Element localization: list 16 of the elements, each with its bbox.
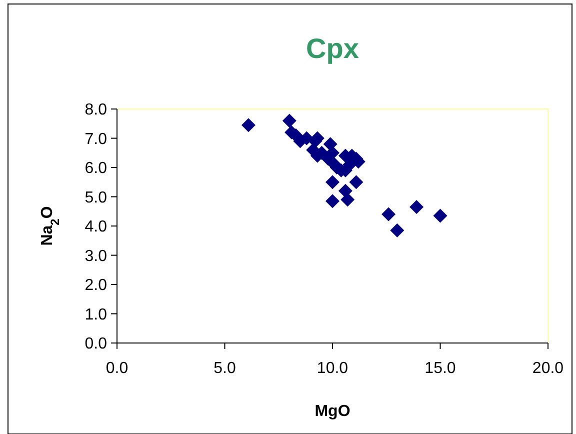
y-tick-label: 3.0 [84,248,108,265]
y-tick-label: 0.0 [84,336,108,353]
x-tick-label: 10.0 [316,360,348,377]
x-tick-label: 5.0 [214,360,236,377]
x-tick-label: 20.0 [532,360,564,377]
y-tick-label: 6.0 [84,160,108,178]
y-tick-label: 4.0 [84,218,108,236]
x-tick-label: 0.0 [106,360,128,377]
y-tick-label: 8.0 [84,102,108,119]
chart-title: Cpx [306,33,360,64]
y-tick-label: 1.0 [84,306,108,324]
x-axis-title: MgO [314,403,350,420]
y-tick-label: 5.0 [84,189,108,206]
y-tick-label: 2.0 [84,277,108,294]
x-tick-label: 15.0 [424,360,456,377]
y-tick-label: 7.0 [84,130,108,148]
